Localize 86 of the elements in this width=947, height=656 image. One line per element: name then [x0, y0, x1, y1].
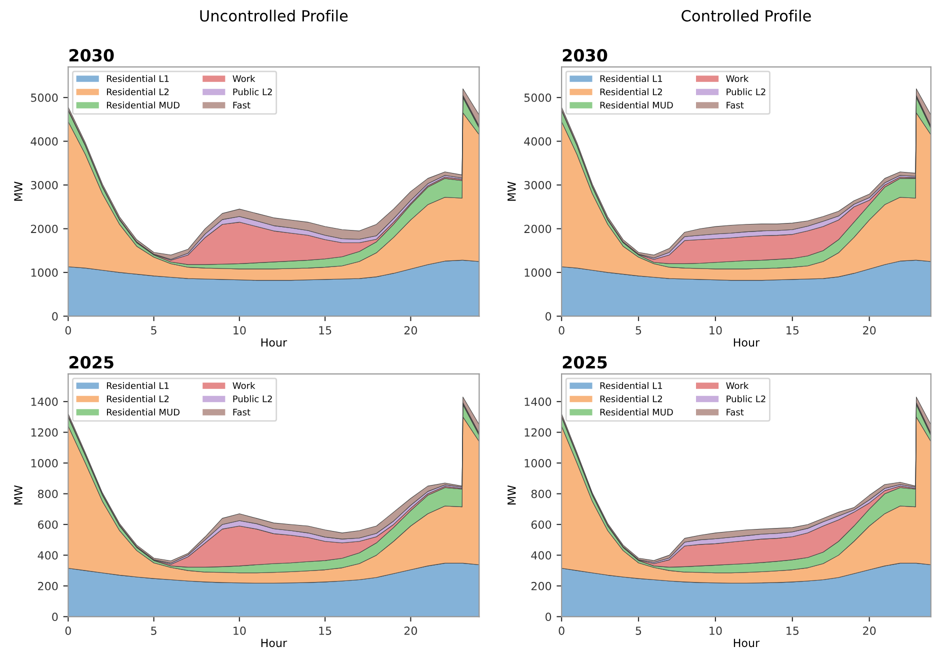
y-tick-label: 1400 [524, 398, 552, 406]
text: Uncontrolled Profile [200, 10, 348, 22]
legend-label: Work [232, 75, 256, 82]
legend-label: Work [232, 382, 256, 390]
legend-label: Residential L1 [106, 382, 169, 390]
y-tick-label: 4000 [30, 137, 58, 146]
legend-label: Residential L1 [106, 75, 169, 82]
chart-title: 2030 [562, 48, 608, 62]
x-axis-title: Hour [734, 338, 760, 347]
legend-label: Work [726, 75, 749, 82]
y-tick-label: 800 [531, 490, 552, 498]
y-tick-label: 600 [38, 520, 58, 529]
legend-label: Residential L1 [600, 382, 662, 390]
x-tick-label: 5 [151, 326, 156, 335]
x-tick-label: 10 [710, 626, 722, 635]
y-tick-label: 1000 [31, 268, 58, 277]
legend-label: Residential L2 [600, 88, 662, 96]
x-tick-label: 20 [863, 626, 876, 635]
y-tick-label: 3000 [31, 180, 58, 190]
x-tick-label: 20 [404, 626, 418, 635]
y-tick-label: 200 [531, 582, 552, 590]
y-tick-label: 2000 [524, 224, 552, 234]
x-tick-label: 15 [786, 626, 798, 635]
y-tick-label: 600 [531, 520, 552, 529]
x-tick-label: 0 [65, 626, 71, 635]
y-tick-label: 0 [52, 612, 58, 622]
y-tick-label: 2000 [31, 224, 58, 234]
x-tick-label: 20 [404, 326, 418, 335]
legend-label: Public L2 [726, 88, 766, 96]
x-tick-label: 15 [319, 626, 332, 635]
chart-title: 2025 [70, 356, 114, 369]
legend-label: Residential L2 [600, 395, 662, 402]
x-tick-label: 10 [710, 326, 722, 335]
y-tick-label: 1000 [524, 458, 552, 468]
chart-title: 2030 [70, 48, 114, 62]
x-tick-label: 20 [863, 326, 876, 335]
legend-label: Fast [726, 408, 744, 416]
y-tick-label: 3000 [524, 180, 552, 190]
x-tick-label: 10 [234, 326, 246, 335]
legend-label: Fast [233, 102, 250, 109]
y-tick-label: 1200 [31, 428, 58, 437]
y-axis-title: MW [508, 182, 516, 201]
y-tick-label: 1000 [31, 458, 58, 468]
legend-label: Residential MUD [600, 102, 673, 109]
y-tick-label: 1200 [524, 428, 552, 437]
y-tick-label: 0 [546, 312, 552, 321]
legend-label: Residential L2 [106, 395, 169, 402]
x-axis-title: Hour [261, 338, 288, 347]
x-tick-label: 15 [786, 326, 798, 335]
y-tick-label: 4000 [524, 137, 552, 146]
y-tick-label: 0 [546, 612, 552, 622]
x-tick-label: 10 [234, 626, 246, 635]
y-tick-label: 0 [52, 312, 58, 321]
y-tick-label: 800 [38, 490, 58, 498]
y-tick-label: 1000 [524, 268, 552, 277]
legend-label: Residential MUD [600, 408, 673, 416]
y-tick-label: 400 [531, 551, 552, 560]
x-axis-title: Hour [261, 638, 288, 648]
x-tick-label: 5 [636, 326, 642, 335]
y-axis-title: MW [14, 485, 22, 504]
legend-label: Residential L1 [600, 75, 662, 82]
legend-label: Residential MUD [106, 408, 180, 416]
y-tick-label: 400 [38, 551, 58, 560]
legend-label: Residential L2 [106, 88, 169, 96]
legend-label: Fast [233, 408, 250, 416]
chart-title: 2025 [562, 356, 607, 369]
x-tick-label: 5 [636, 626, 642, 635]
y-axis-title: MW [14, 182, 22, 201]
x-tick-label: 0 [558, 626, 564, 635]
y-tick-label: 1400 [31, 398, 58, 406]
legend-label: Residential MUD [106, 102, 180, 109]
y-tick-label: 200 [38, 582, 58, 590]
x-tick-label: 0 [558, 326, 564, 335]
x-tick-label: 5 [151, 626, 156, 635]
legend-label: Work [726, 382, 749, 390]
legend-label: Public L2 [233, 88, 272, 96]
y-axis-title: MW [508, 485, 516, 504]
x-tick-label: 15 [319, 326, 332, 335]
legend-label: Public L2 [726, 395, 766, 402]
legend-label: Fast [726, 102, 744, 109]
x-tick-label: 0 [65, 326, 71, 335]
x-axis-title: Hour [734, 638, 760, 648]
y-tick-label: 5000 [524, 94, 552, 102]
legend-label: Public L2 [233, 395, 272, 402]
y-tick-label: 5000 [31, 94, 58, 102]
text: Controlled Profile [682, 10, 811, 22]
